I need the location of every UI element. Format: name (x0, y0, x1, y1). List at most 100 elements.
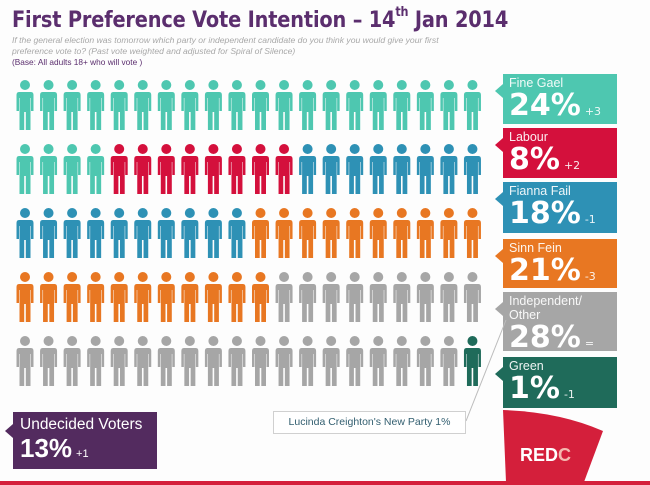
person-figure: Fine Gael (463, 80, 481, 130)
person-figure: Sinn Fein (157, 272, 175, 322)
party-value: 24% (509, 88, 581, 123)
person-figure: Independent/ Other (346, 336, 364, 386)
person-figure: Fianna Fail (157, 208, 175, 258)
title-text: First Preference Vote Intention – 14 (12, 7, 396, 33)
page-title: First Preference Vote Intention – 14th J… (12, 5, 509, 33)
person-figure: Labour (252, 144, 269, 194)
legend-labour: Labour 8% +2 (495, 128, 617, 178)
person-figure: Independent/ Other (87, 336, 105, 386)
party-change: -1 (563, 388, 575, 401)
person-figure: Sinn Fein (369, 208, 387, 258)
undecided-percent: 13% +1 (20, 434, 157, 468)
person-figure: Independent/ Other (181, 336, 199, 386)
person-figure: Labour (110, 144, 128, 194)
person-figure: Sinn Fein (87, 272, 105, 322)
person-figure: Fine Gael (416, 80, 434, 130)
person-figure: Independent/ Other (252, 336, 269, 386)
person-figure: Sinn Fein (134, 272, 152, 322)
person-figure: Sinn Fein (275, 208, 293, 258)
person-figure: Fine Gael (181, 80, 199, 130)
person-figure: Fianna Fail (369, 144, 387, 194)
person-figure: Fine Gael (110, 80, 128, 130)
person-figure: Fine Gael (63, 80, 81, 130)
pictogram-grid: Fine Gael Fine Gael Fine Gael Fine Gael Fine… (16, 80, 481, 386)
person-figure: Fianna Fail (299, 144, 317, 194)
person-figure: Sinn Fein (440, 208, 458, 258)
person-figure: Sinn Fein (16, 272, 34, 322)
person-figure: Independent/ Other (322, 336, 340, 386)
party-percent: 18% -1 (509, 198, 617, 236)
party-value: 8% (509, 142, 560, 177)
person-figure: Fine Gael (87, 80, 105, 130)
person-figure: Independent/ Other (204, 336, 222, 386)
person-figure: Fine Gael (40, 80, 58, 130)
person-figure: Independent/ Other (110, 336, 128, 386)
person-figure: Independent/ Other (346, 272, 364, 322)
party-name-line1: Independent/ (509, 294, 582, 308)
title-date: Jan 2014 (408, 7, 509, 33)
survey-base: (Base: All adults 18+ who will vote ) (12, 57, 143, 67)
person-figure: Sinn Fein (63, 272, 81, 322)
person-figure: Fianna Fail (16, 208, 34, 258)
person-figure: Independent/ Other (157, 336, 175, 386)
party-change: -1 (584, 213, 596, 226)
party-percent: 24% +3 (509, 90, 617, 128)
person-figure: Independent/ Other (275, 272, 293, 322)
party-percent: 28% = (509, 322, 617, 360)
person-figure: Fine Gael (346, 80, 364, 130)
logo-shape (503, 410, 603, 482)
person-figure: Fine Gael (228, 80, 246, 130)
person-figure: Labour (228, 144, 246, 194)
person-figure: Sinn Fein (204, 272, 222, 322)
person-figure: Fine Gael (157, 80, 175, 130)
party-change: = (584, 337, 595, 350)
person-figure: Sinn Fein (110, 272, 128, 322)
party-percent: 8% +2 (509, 144, 617, 182)
person-figure: Fine Gael (204, 80, 222, 130)
person-figure: Sinn Fein (252, 208, 269, 258)
person-figure: Independent/ Other (369, 272, 387, 322)
survey-question: If the general election was tomorrow whi… (12, 35, 439, 56)
person-figure: Fine Gael (299, 80, 317, 130)
person-figure: Independent/ Other (63, 336, 81, 386)
person-figure: Fianna Fail (393, 144, 411, 194)
person-figure: Fine Gael (87, 144, 105, 194)
person-figure: Independent/ Other (393, 336, 411, 386)
legend-independent-other: Independent/ Other 28% = (495, 292, 617, 354)
logo-text: REDC (520, 445, 571, 465)
person-figure: Independent/ Other (322, 272, 340, 322)
person-figure: Fianna Fail (440, 144, 458, 194)
person-figure: Sinn Fein (463, 208, 481, 258)
person-figure: Independent/ Other (299, 272, 317, 322)
person-figure: Fianna Fail (346, 144, 364, 194)
party-change: +3 (584, 105, 602, 118)
person-figure: Fine Gael (63, 144, 81, 194)
party-percent: 1% -1 (509, 373, 617, 411)
person-figure: Fianna Fail (181, 208, 199, 258)
party-value: 1% (509, 371, 560, 406)
legend-fine-gael: Fine Gael 24% +3 (495, 74, 617, 124)
connector-line (465, 319, 507, 422)
person-figure: Sinn Fein (181, 272, 199, 322)
person-figure: Fine Gael (369, 80, 387, 130)
person-figure: Labour (275, 144, 293, 194)
person-figure: Independent/ Other (16, 336, 34, 386)
person-figure: Independent/ Other (393, 272, 411, 322)
party-name: Labour (509, 130, 548, 144)
party-percent: 21% -3 (509, 255, 617, 293)
person-figure: Fianna Fail (463, 144, 481, 194)
person-figure: Fianna Fail (228, 208, 246, 258)
legend-green: Green 1% -1 (495, 357, 617, 411)
undecided-value: 13% (20, 433, 73, 463)
party-name: Fianna Fail (509, 184, 571, 198)
party-name: Green (509, 359, 544, 373)
person-figure: Independent/ Other (275, 336, 293, 386)
person-figure: Independent/ Other (463, 272, 481, 322)
title-superscript: th (395, 5, 409, 20)
person-figure: Sinn Fein (40, 272, 58, 322)
person-figure: Independent/ Other (299, 336, 317, 386)
legend-sinn-fein: Sinn Fein 21% -3 (495, 239, 617, 288)
person-figure: Sinn Fein (393, 208, 411, 258)
